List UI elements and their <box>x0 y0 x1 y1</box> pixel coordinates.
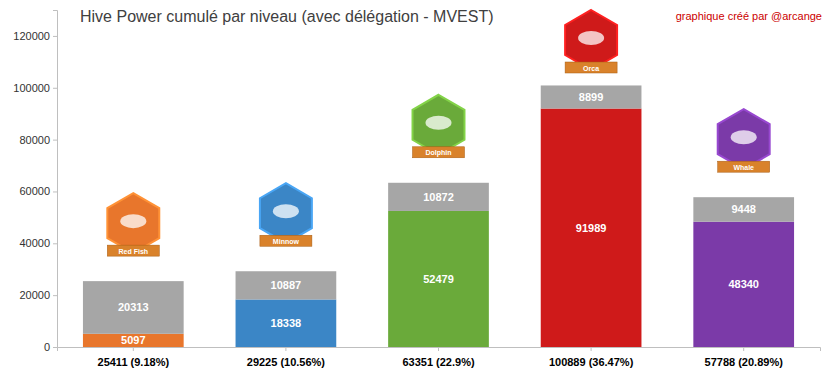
plot: 0 20000 40000 60000 80000 100000 120000 25411 (… <box>13 10 820 368</box>
x-axis-line <box>58 348 821 352</box>
bar-segment <box>236 271 337 299</box>
y-axis: 0 20000 40000 60000 80000 100000 120000 <box>13 11 57 354</box>
x-tick: 29225 (10.56%) <box>247 347 326 368</box>
x-tick: 25411 (9.18%) <box>98 347 170 368</box>
data-label: 48340 <box>728 278 759 290</box>
y-tick-label: 120000 <box>13 30 50 42</box>
title: Hive Power cumulé par niveau (avec délég… <box>80 8 494 25</box>
y-tick-mark <box>53 295 57 296</box>
bar-segment <box>83 334 184 347</box>
y-tick-mark <box>53 88 57 89</box>
level-icons: Red Fish Minnow Dolphin Orca Whale <box>107 10 769 256</box>
x-tick-label: 63351 (22.9%) <box>402 356 474 368</box>
banner <box>718 161 770 172</box>
x-tick-label: 100889 (36.47%) <box>549 356 634 368</box>
x-tick: 63351 (22.9%) <box>402 347 474 368</box>
data-label: 91989 <box>576 222 607 234</box>
level-icon: Red Fish <box>107 193 159 256</box>
x-tick-mark <box>591 347 592 351</box>
chart: 0 20000 40000 60000 80000 100000 120000 25411 (… <box>0 0 832 379</box>
bar-segment <box>388 211 489 347</box>
y-tick-label: 60000 <box>19 185 50 197</box>
bar-segment <box>388 183 489 211</box>
hexagon <box>718 109 770 169</box>
bar-segment <box>236 299 337 347</box>
y-tick: 100000 <box>13 82 57 94</box>
x-tick-label: 29225 (10.56%) <box>247 356 326 368</box>
level-icon: Dolphin <box>413 95 465 158</box>
y-tick: 40000 <box>19 237 57 249</box>
y-tick: 80000 <box>19 134 57 146</box>
icon-label: Red Fish <box>119 248 149 255</box>
banner <box>260 235 312 246</box>
y-tick: 120000 <box>13 30 57 42</box>
x-tick: 100889 (36.47%) <box>549 347 634 368</box>
data-label: 8899 <box>579 91 603 103</box>
data-label: 18338 <box>271 317 302 329</box>
data-labels: 5097 18338 52479 91989 48340 20313 10887 10872 8… <box>118 91 759 346</box>
y-axis-line <box>53 11 58 348</box>
animal <box>426 116 452 130</box>
bar-segment <box>693 222 794 347</box>
level-icon: Minnow <box>260 183 312 246</box>
y-tick-mark <box>53 191 57 192</box>
y-tick-mark <box>53 36 57 37</box>
y-tick-mark <box>53 347 57 348</box>
bar-segment <box>541 85 642 108</box>
data-label: 10887 <box>271 279 302 291</box>
data-label: 20313 <box>118 301 149 313</box>
x-tick-mark <box>743 347 744 351</box>
hexagon <box>565 10 617 70</box>
bar-segment <box>693 197 794 221</box>
x-tick-mark <box>133 347 134 351</box>
animal <box>578 31 604 45</box>
banner <box>565 62 617 73</box>
bar-segment <box>541 109 642 347</box>
y-tick: 20000 <box>19 289 57 301</box>
data-label: 5097 <box>121 334 145 346</box>
data-label: 9448 <box>731 203 755 215</box>
hexagon <box>413 95 465 155</box>
banner <box>107 245 159 256</box>
icon-label: Minnow <box>273 238 300 245</box>
animal <box>120 214 146 228</box>
y-tick-label: 80000 <box>19 134 50 146</box>
x-tick: 57788 (20.89%) <box>705 347 784 368</box>
bar-segment <box>83 281 184 334</box>
x-axis: 25411 (9.18%) 29225 (10.56%) 63351 (22.9%)… <box>58 347 821 368</box>
animal <box>273 204 299 218</box>
x-tick-mark <box>285 347 286 351</box>
credit: graphique créé par @arcange <box>676 10 822 22</box>
y-tick-label: 0 <box>44 341 50 353</box>
data-label: 52479 <box>423 273 454 285</box>
hexagon <box>260 183 312 243</box>
y-tick-mark <box>53 243 57 244</box>
level-icon: Orca <box>565 10 617 73</box>
y-tick-mark <box>53 140 57 141</box>
banner <box>413 147 465 158</box>
hexagon <box>107 193 159 253</box>
y-tick-label: 20000 <box>19 289 50 301</box>
y-tick: 0 <box>44 341 57 353</box>
y-tick-label: 40000 <box>19 237 50 249</box>
x-tick-mark <box>438 347 439 351</box>
animal <box>731 130 757 144</box>
data-label: 10872 <box>423 191 454 203</box>
level-icon: Whale <box>718 109 770 172</box>
icon-label: Whale <box>733 164 754 171</box>
icon-label: Dolphin <box>425 149 451 157</box>
icon-label: Orca <box>583 65 599 72</box>
x-tick-label: 25411 (9.18%) <box>98 356 170 368</box>
y-tick: 60000 <box>19 185 57 197</box>
x-tick-label: 57788 (20.89%) <box>705 356 784 368</box>
bars <box>83 85 794 347</box>
y-tick-label: 100000 <box>13 82 50 94</box>
